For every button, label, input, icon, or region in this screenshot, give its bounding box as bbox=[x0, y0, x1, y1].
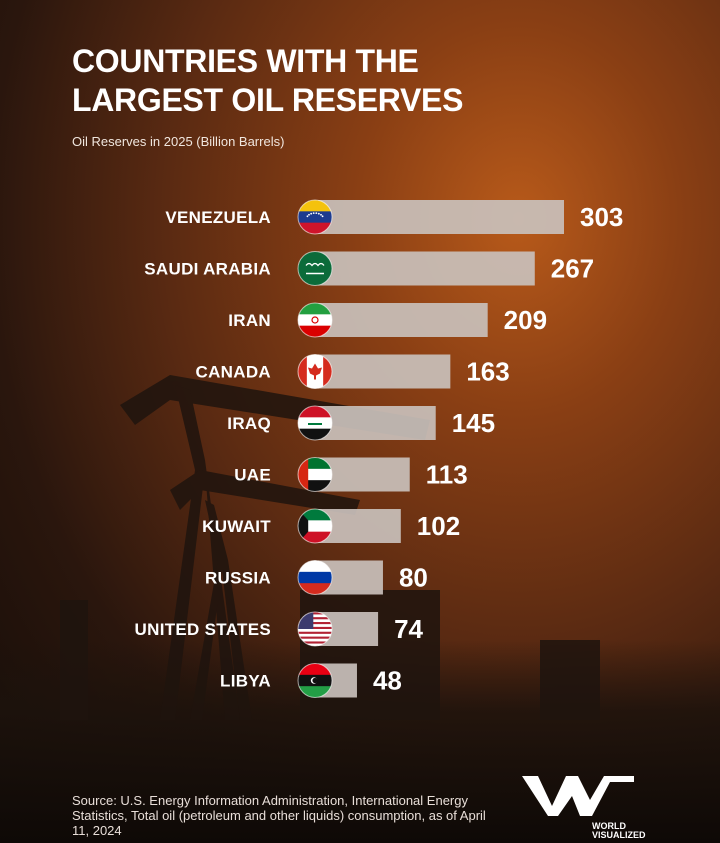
bar-row: UAE 113 bbox=[234, 457, 468, 492]
flag-uae-icon bbox=[297, 457, 333, 492]
category-label: RUSSIA bbox=[205, 569, 271, 588]
category-label: IRAQ bbox=[227, 414, 271, 433]
flag-iraq-icon bbox=[297, 405, 333, 441]
category-label: IRAN bbox=[228, 311, 271, 330]
bar bbox=[318, 457, 410, 492]
bar-row: IRAQ 145 bbox=[227, 405, 495, 441]
bar-row: CANADA 163 bbox=[196, 354, 510, 389]
brand-name: WORLD VISUALIZED bbox=[592, 821, 646, 840]
bar-row: KUWAIT 102 bbox=[202, 508, 460, 544]
value-label: 48 bbox=[373, 666, 402, 696]
bar bbox=[318, 303, 488, 337]
bar-row: VENEZUELA 303 bbox=[165, 199, 623, 235]
category-label: UNITED STATES bbox=[135, 620, 271, 639]
bar-row: UNITED STATES 74 bbox=[135, 611, 424, 647]
bar bbox=[318, 354, 451, 389]
category-label: VENEZUELA bbox=[165, 208, 271, 227]
flag-venezuela-icon bbox=[297, 199, 333, 235]
value-label: 80 bbox=[399, 563, 428, 593]
category-label: UAE bbox=[234, 466, 271, 485]
flag-libya-icon bbox=[297, 663, 333, 698]
chart-subtitle: Oil Reserves in 2025 (Billion Barrels) bbox=[72, 134, 285, 149]
flag-kuwait-icon bbox=[297, 508, 333, 544]
value-label: 74 bbox=[394, 614, 423, 644]
bar-row: SAUDI ARABIA 267 bbox=[144, 251, 594, 286]
category-label: SAUDI ARABIA bbox=[144, 260, 271, 279]
category-label: CANADA bbox=[196, 363, 271, 382]
bar bbox=[318, 200, 564, 234]
world-visualized-logo-icon bbox=[522, 776, 634, 816]
bar-row: IRAN 209 bbox=[228, 302, 547, 338]
flag-canada-icon bbox=[297, 354, 333, 389]
value-label: 303 bbox=[580, 202, 623, 232]
value-label: 113 bbox=[426, 460, 468, 490]
flag-united-states-icon bbox=[297, 611, 333, 647]
bar-row: LIBYA 48 bbox=[220, 663, 402, 698]
bar bbox=[318, 251, 535, 286]
chart-title: COUNTRIES WITH THE LARGEST OIL RESERVES bbox=[72, 43, 464, 118]
value-label: 267 bbox=[551, 254, 594, 284]
flag-iran-icon bbox=[297, 302, 333, 338]
value-label: 102 bbox=[417, 511, 460, 541]
flag-saudi-arabia-icon bbox=[297, 251, 333, 286]
value-label: 209 bbox=[504, 305, 547, 335]
value-label: 145 bbox=[452, 408, 495, 438]
category-label: KUWAIT bbox=[202, 517, 271, 536]
category-label: LIBYA bbox=[220, 672, 271, 691]
bar bbox=[318, 406, 436, 440]
bar-row: RUSSIA 80 bbox=[205, 560, 428, 595]
flag-russia-icon bbox=[297, 560, 333, 595]
value-label: 163 bbox=[466, 357, 509, 387]
source-note: Source: U.S. Energy Information Administ… bbox=[72, 793, 486, 838]
